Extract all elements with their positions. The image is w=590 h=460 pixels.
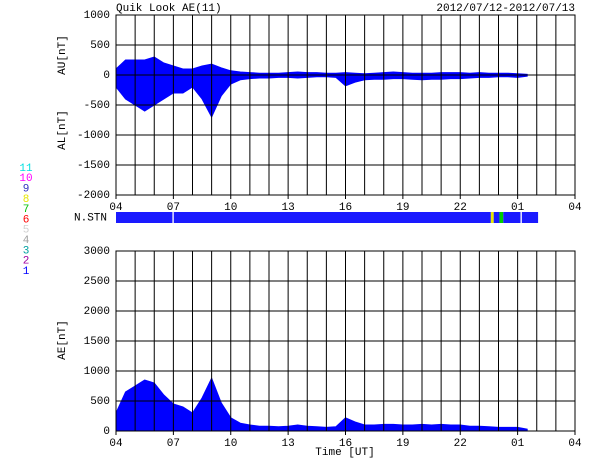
- x-tick-label: 01: [511, 202, 525, 214]
- x-tick-label: 04: [109, 202, 123, 214]
- legend-entry: 5: [23, 225, 30, 237]
- x-tick-label: 22: [454, 438, 467, 450]
- legend-entry: 4: [23, 235, 30, 247]
- y-tick-label: -2000: [77, 190, 110, 202]
- x-tick-label: 07: [167, 438, 180, 450]
- y-tick-label: 3000: [84, 246, 110, 258]
- x-tick-label: 19: [396, 438, 409, 450]
- area: [115, 74, 528, 119]
- legend-entry: 3: [23, 245, 30, 257]
- x-tick-label: 04: [568, 438, 582, 450]
- x-tick-label: 01: [511, 438, 525, 450]
- x-tick-label: 13: [282, 438, 295, 450]
- plot-frame: [115, 14, 576, 196]
- legend-entry: 7: [23, 204, 30, 216]
- x-tick-label: 16: [339, 438, 352, 450]
- plot-frame: [115, 250, 576, 432]
- y-tick-label: 1500: [84, 336, 110, 348]
- x-tick-label: 19: [396, 202, 409, 214]
- station-segment: [173, 212, 491, 223]
- station-segment: [490, 212, 494, 223]
- x-tick-label: 04: [109, 438, 123, 450]
- y-tick-label: -1500: [77, 160, 110, 172]
- y-tick-label: 500: [90, 40, 110, 52]
- station-segment: [116, 212, 173, 223]
- legend-entry: 9: [23, 184, 30, 196]
- legend-entry: 2: [23, 256, 30, 268]
- station-segment: [493, 212, 500, 223]
- y-tick-label: 0: [103, 426, 110, 438]
- station-segment: [521, 212, 539, 223]
- y-tick-label: 2000: [84, 306, 110, 318]
- y-tick-label: -500: [84, 100, 110, 112]
- legend-entry: 6: [23, 214, 30, 226]
- x-axis-label: Time [UT]: [315, 447, 374, 459]
- legend-entry: 8: [23, 194, 30, 206]
- legend-entry: 10: [19, 173, 32, 185]
- x-tick-label: 04: [568, 202, 582, 214]
- y-tick-label: 0: [103, 70, 110, 82]
- y-tick-label: 1000: [84, 10, 110, 22]
- x-tick-label: 07: [167, 202, 180, 214]
- date-range: 2012/07/12-2012/07/13: [436, 3, 575, 15]
- chart-title: Quik Look AE(11): [116, 3, 222, 15]
- x-tick-label: 10: [224, 438, 237, 450]
- x-tick-label: 16: [339, 202, 352, 214]
- area: [115, 376, 528, 432]
- legend-entry: 1: [23, 266, 30, 278]
- x-tick-label: 10: [224, 202, 237, 214]
- y-tick-label: 2500: [84, 276, 110, 288]
- y-axis-label: AL[nT]: [57, 110, 69, 150]
- x-tick-label: 13: [282, 202, 295, 214]
- y-tick-label: -1000: [77, 130, 110, 142]
- y-tick-label: 500: [90, 396, 110, 408]
- y-axis-label: AE[nT]: [57, 320, 69, 360]
- y-tick-label: 1000: [84, 366, 110, 378]
- band-label: N.STN: [74, 212, 107, 224]
- legend-entry: 11: [19, 163, 33, 175]
- x-tick-label: 22: [454, 202, 467, 214]
- station-segment: [499, 212, 504, 223]
- area: [115, 56, 528, 76]
- station-segment: [503, 212, 521, 223]
- y-axis-label: AU[nT]: [57, 35, 69, 75]
